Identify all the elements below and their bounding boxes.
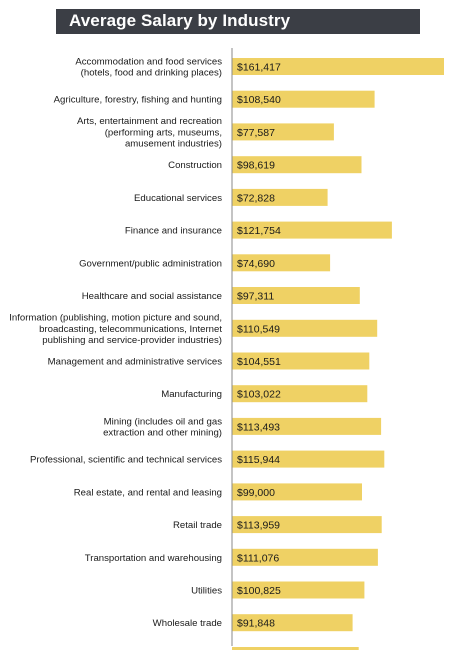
- category-label: broadcasting, telecommunications, Intern…: [39, 324, 222, 335]
- bar: [232, 385, 368, 403]
- bar: [232, 254, 331, 272]
- category-label: Healthcare and social assistance: [82, 291, 222, 302]
- bar: [232, 614, 353, 632]
- bar-value-label: $115,944: [237, 454, 280, 466]
- bar-value-label: $161,417: [237, 62, 281, 74]
- bar-value-label: $103,022: [237, 389, 281, 401]
- bar-value-label: $100,825: [237, 585, 281, 597]
- bar-value-label: $99,000: [237, 487, 275, 499]
- category-label: Agriculture, forestry, fishing and hunti…: [54, 95, 222, 106]
- bar-value-label: $111,076: [237, 552, 279, 564]
- category-label: Real estate, and rental and leasing: [74, 487, 222, 498]
- bar: [232, 352, 370, 370]
- bar: [232, 516, 382, 534]
- bar: [232, 417, 382, 435]
- category-label: extraction and other mining): [103, 428, 222, 439]
- bar-value-label: $98,619: [237, 160, 275, 172]
- bar: [232, 581, 365, 599]
- chart-title-bar: Average Salary by Industry: [56, 9, 420, 34]
- bar-value-label: $77,587: [237, 127, 275, 139]
- bar-value-label: $97,311: [237, 291, 274, 303]
- category-label: Arts, entertainment and recreation: [77, 116, 222, 127]
- bar: [232, 483, 362, 501]
- category-label: Wholesale trade: [153, 618, 222, 629]
- category-label: publishing and service-provider industri…: [42, 335, 222, 346]
- bar: [232, 548, 378, 566]
- category-label: Mining (includes oil and gas: [104, 416, 223, 427]
- category-label: amusement industries): [125, 139, 222, 150]
- category-label: Information (publishing, motion picture …: [9, 313, 222, 324]
- chart-title: Average Salary by Industry: [69, 11, 291, 30]
- bar: [232, 123, 334, 141]
- category-label: Finance and insurance: [125, 226, 222, 237]
- bar: [232, 156, 362, 174]
- category-label: Educational services: [134, 193, 222, 204]
- bar: [232, 221, 392, 239]
- bar-value-label: $110,549: [237, 323, 280, 335]
- category-label: Retail trade: [173, 520, 222, 531]
- bar: [232, 647, 359, 650]
- bar-value-label: $91,848: [237, 618, 275, 630]
- category-label: Construction: [168, 160, 222, 171]
- bar: [232, 319, 378, 337]
- bar: [232, 188, 328, 206]
- bar-value-label: $74,690: [237, 258, 275, 270]
- category-label: Accommodation and food services: [75, 56, 222, 67]
- category-label: Manufacturing: [161, 389, 222, 400]
- bar-value-label: $113,959: [237, 520, 280, 532]
- category-label: Transportation and warehousing: [85, 553, 222, 564]
- category-label: (hotels, food and drinking places): [81, 68, 222, 79]
- bar: [232, 287, 360, 304]
- bar-value-label: $72,828: [237, 192, 275, 204]
- bar: [232, 90, 375, 108]
- category-label: Professional, scientific and technical s…: [30, 455, 222, 466]
- bar: [232, 58, 444, 75]
- bar-value-label: $108,540: [237, 94, 281, 106]
- category-label: (performing arts, museums,: [105, 127, 222, 138]
- category-label: Management and administrative services: [48, 357, 223, 368]
- bar-value-label: $121,754: [237, 225, 281, 237]
- category-label: Utilities: [191, 586, 222, 597]
- category-label: Government/public administration: [79, 258, 222, 269]
- bar-value-label: $104,551: [237, 356, 281, 368]
- bar: [232, 450, 385, 468]
- bar-value-label: $113,493: [237, 421, 280, 433]
